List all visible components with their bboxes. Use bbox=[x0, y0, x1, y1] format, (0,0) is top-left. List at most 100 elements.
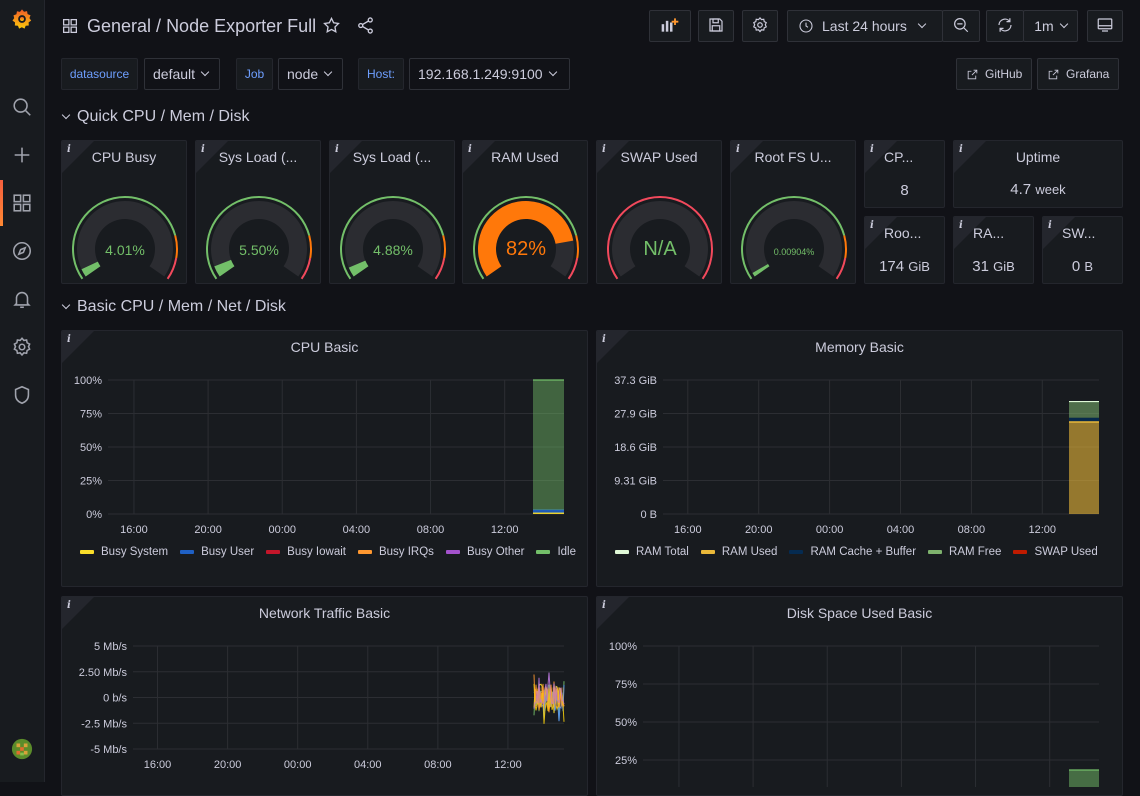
info-icon[interactable]: i bbox=[602, 144, 606, 155]
legend-swatch bbox=[357, 550, 372, 554]
panel-corner bbox=[62, 141, 94, 173]
legend-item[interactable]: RAM Free bbox=[928, 543, 1001, 561]
x-tick-label: 08:00 bbox=[424, 759, 452, 771]
external-link-icon bbox=[967, 69, 978, 79]
info-icon[interactable]: i bbox=[959, 220, 963, 231]
time-range-picker[interactable]: Last 24 hours bbox=[787, 10, 943, 42]
row-header-quick[interactable]: Quick CPU / Mem / Disk bbox=[61, 108, 249, 126]
stat-panel-cpu-cores[interactable]: i CP... 8 bbox=[864, 140, 945, 208]
legend-swatch bbox=[789, 550, 804, 554]
legend-item[interactable]: Busy Other bbox=[445, 543, 524, 561]
dashboards-icon[interactable] bbox=[10, 191, 34, 215]
panel-corner bbox=[1043, 217, 1075, 249]
search-icon[interactable] bbox=[10, 95, 34, 119]
legend: RAM Total RAM Used RAM Cache + Buffer RAM F… bbox=[615, 543, 1115, 561]
legend-item[interactable]: SWAP Used bbox=[1013, 543, 1098, 561]
refresh-icon bbox=[996, 16, 1014, 37]
gauge-panel-cpu-busy[interactable]: i CPU Busy 4.01% bbox=[61, 140, 187, 284]
panel-memory-basic[interactable]: i Memory Basic RAM Total RAM Used RAM Cach… bbox=[596, 330, 1123, 587]
gauge-value-arc bbox=[478, 201, 574, 277]
panel-title: CP... bbox=[884, 149, 914, 165]
info-icon[interactable]: i bbox=[468, 144, 472, 155]
shield-icon[interactable] bbox=[10, 383, 34, 407]
info-icon[interactable]: i bbox=[67, 600, 71, 611]
gauge-value-text: N/A bbox=[643, 238, 677, 260]
legend-item[interactable]: Busy Iowait bbox=[266, 543, 346, 561]
panel-disk-space-used-basic[interactable]: i Disk Space Used Basic 100% 75% 50% 25% bbox=[596, 596, 1123, 796]
alerting-bell-icon[interactable] bbox=[10, 287, 34, 311]
info-icon[interactable]: i bbox=[602, 334, 606, 345]
plus-icon[interactable] bbox=[10, 143, 34, 167]
gauge-panel-root-fs-used[interactable]: i Root FS U... 0.00904% bbox=[730, 140, 856, 284]
dashboard-title[interactable]: Node Exporter Full bbox=[166, 16, 317, 36]
legend-swatch bbox=[1013, 550, 1028, 554]
panel-title: SW... bbox=[1062, 225, 1096, 241]
info-icon[interactable]: i bbox=[201, 144, 205, 155]
info-icon[interactable]: i bbox=[67, 144, 71, 155]
panel-cpu-basic[interactable]: i CPU Basic Busy System Busy User Busy Iow… bbox=[61, 330, 588, 587]
refresh-interval-picker[interactable]: 1m bbox=[1023, 10, 1078, 42]
variable-select-host[interactable]: 192.168.1.249:9100 bbox=[409, 58, 570, 90]
gauge-panel-swap-used[interactable]: i SWAP Used N/A bbox=[596, 140, 722, 284]
y-tick-label: 100% bbox=[74, 375, 102, 387]
variable-select-datasource[interactable]: default bbox=[144, 58, 220, 90]
y-tick-label: 37.3 GiB bbox=[614, 375, 657, 387]
x-tick-label: 00:00 bbox=[816, 524, 844, 536]
variable-value-datasource: default bbox=[153, 66, 196, 82]
panel-corner bbox=[597, 141, 629, 173]
zoom-out-button[interactable] bbox=[942, 10, 980, 42]
info-icon[interactable]: i bbox=[67, 334, 71, 345]
stat-value: 0 B bbox=[1071, 258, 1094, 275]
x-tick-label: 04:00 bbox=[354, 759, 382, 771]
refresh-button[interactable] bbox=[986, 10, 1024, 42]
y-tick-label: 50% bbox=[80, 442, 102, 454]
chevron-down-icon bbox=[61, 300, 71, 310]
legend-label: RAM Free bbox=[949, 546, 1002, 558]
gauge-panel-sys-load-5m[interactable]: i Sys Load (... 5.50% bbox=[195, 140, 321, 284]
gauge-panel-ram-used[interactable]: i RAM Used 82% bbox=[462, 140, 588, 284]
panel-corner bbox=[865, 141, 897, 173]
row-header-basic[interactable]: Basic CPU / Mem / Net / Disk bbox=[61, 298, 286, 316]
folder-link[interactable]: General bbox=[87, 16, 152, 36]
panel-network-traffic-basic[interactable]: i Network Traffic Basic 5 Mb/s 2.50 Mb/s 0… bbox=[61, 596, 588, 796]
info-icon[interactable]: i bbox=[1048, 220, 1052, 231]
legend-item[interactable]: Busy System bbox=[80, 543, 168, 561]
user-avatar-icon[interactable] bbox=[10, 737, 34, 761]
info-icon[interactable]: i bbox=[335, 144, 339, 155]
legend-label: SWAP Used bbox=[1034, 546, 1098, 558]
info-icon[interactable]: i bbox=[959, 144, 963, 155]
stat-panel-swap-total[interactable]: i SW... 0 B bbox=[1042, 216, 1123, 284]
gauge-panel-sys-load-15m[interactable]: i Sys Load (... 4.88% bbox=[329, 140, 455, 284]
info-icon[interactable]: i bbox=[736, 144, 740, 155]
info-icon[interactable]: i bbox=[870, 144, 874, 155]
explore-compass-icon[interactable] bbox=[10, 239, 34, 263]
legend-item[interactable]: Busy IRQs bbox=[357, 543, 434, 561]
y-tick-label: 0% bbox=[86, 509, 102, 521]
share-icon[interactable] bbox=[356, 16, 375, 40]
legend-item[interactable]: Idle bbox=[536, 543, 576, 561]
variable-select-job[interactable]: node bbox=[278, 58, 343, 90]
grafana-link-button[interactable]: Grafana bbox=[1037, 58, 1120, 90]
stat-panel-root-fs-total[interactable]: i Roo... 174 GiB bbox=[864, 216, 945, 284]
gauge-root-fs-used: 0.00904% bbox=[741, 196, 847, 280]
stat-panel-uptime[interactable]: i Uptime 4.7 week bbox=[953, 140, 1123, 208]
gauge-threshold-band bbox=[308, 235, 312, 259]
save-dashboard-button[interactable] bbox=[698, 10, 734, 42]
legend-item[interactable]: RAM Cache + Buffer bbox=[789, 543, 916, 561]
stat-panel-ram-total[interactable]: i RA... 31 GiB bbox=[953, 216, 1034, 284]
legend-item[interactable]: RAM Total bbox=[615, 543, 689, 561]
panel-title: RA... bbox=[973, 225, 1005, 241]
x-tick-label: 04:00 bbox=[343, 524, 371, 536]
github-link-button[interactable]: GitHub bbox=[956, 58, 1033, 90]
info-icon[interactable]: i bbox=[870, 220, 874, 231]
settings-gear-icon[interactable] bbox=[10, 335, 34, 359]
legend-item[interactable]: Busy User bbox=[180, 543, 254, 561]
add-panel-button[interactable] bbox=[649, 10, 691, 42]
tv-mode-button[interactable] bbox=[1087, 10, 1123, 42]
info-icon[interactable]: i bbox=[602, 600, 606, 611]
star-icon[interactable] bbox=[322, 16, 341, 40]
x-tick-label: 04:00 bbox=[887, 524, 915, 536]
grafana-logo-icon[interactable] bbox=[10, 7, 34, 31]
legend-item[interactable]: RAM Used bbox=[700, 543, 777, 561]
dashboard-settings-button[interactable] bbox=[742, 10, 778, 42]
